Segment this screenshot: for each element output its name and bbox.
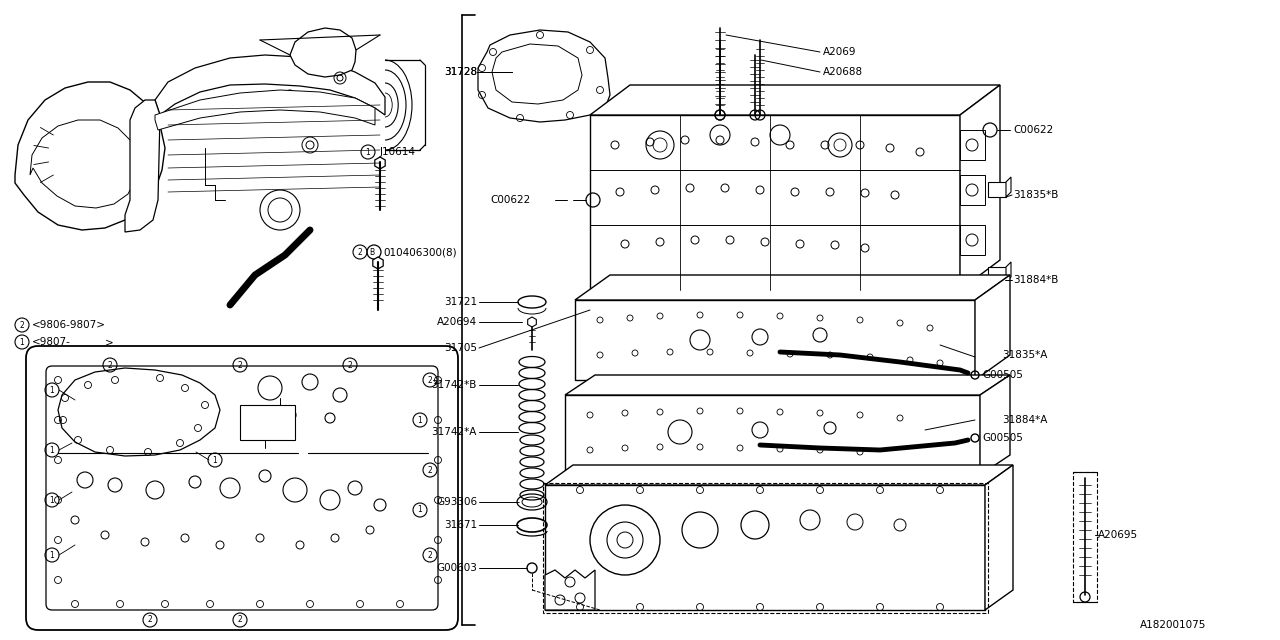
Text: 31884*B: 31884*B xyxy=(1012,275,1059,285)
Text: 31835*B: 31835*B xyxy=(1012,190,1059,200)
Polygon shape xyxy=(545,485,986,610)
Text: 1: 1 xyxy=(50,445,54,454)
Text: G93306: G93306 xyxy=(436,497,477,507)
Text: 2: 2 xyxy=(147,616,152,625)
Polygon shape xyxy=(590,85,1000,115)
Polygon shape xyxy=(980,375,1010,475)
Text: 2: 2 xyxy=(428,465,433,474)
Text: 31884*A: 31884*A xyxy=(1002,415,1047,425)
Polygon shape xyxy=(29,120,138,208)
Polygon shape xyxy=(988,267,1006,282)
Bar xyxy=(1073,472,1097,602)
Polygon shape xyxy=(960,225,986,255)
Text: G00505: G00505 xyxy=(982,370,1023,380)
Polygon shape xyxy=(545,570,595,610)
Text: 31742*B: 31742*B xyxy=(431,380,477,390)
Text: 31728: 31728 xyxy=(444,67,477,77)
Polygon shape xyxy=(155,90,375,130)
Text: 31728: 31728 xyxy=(444,67,477,77)
Text: B: B xyxy=(370,248,375,257)
Text: 2: 2 xyxy=(238,360,242,369)
Text: >: > xyxy=(105,337,114,347)
Text: <9807-: <9807- xyxy=(32,337,70,347)
Polygon shape xyxy=(155,55,385,115)
Text: 2: 2 xyxy=(108,360,113,369)
Polygon shape xyxy=(492,44,582,104)
Text: C00622: C00622 xyxy=(490,195,530,205)
Text: 1: 1 xyxy=(50,385,54,394)
Polygon shape xyxy=(986,465,1012,610)
Polygon shape xyxy=(575,300,975,380)
Polygon shape xyxy=(564,395,980,475)
Text: 31671: 31671 xyxy=(444,520,477,530)
Polygon shape xyxy=(960,130,986,160)
Polygon shape xyxy=(975,275,1010,380)
Polygon shape xyxy=(575,275,1010,300)
Text: J10614: J10614 xyxy=(380,147,416,157)
Text: G00603: G00603 xyxy=(436,563,477,573)
Text: 010406300(8): 010406300(8) xyxy=(383,247,457,257)
Text: <9806-9807>: <9806-9807> xyxy=(32,320,106,330)
Polygon shape xyxy=(125,100,160,232)
Polygon shape xyxy=(58,368,220,456)
Bar xyxy=(241,405,294,440)
Polygon shape xyxy=(545,465,1012,485)
Text: A20688: A20688 xyxy=(823,67,863,77)
Polygon shape xyxy=(960,175,986,205)
Polygon shape xyxy=(1006,262,1011,282)
Polygon shape xyxy=(1006,177,1011,197)
Text: A20695: A20695 xyxy=(1098,530,1138,540)
Text: 1: 1 xyxy=(417,506,422,515)
Text: A20694: A20694 xyxy=(436,317,477,327)
Text: G00505: G00505 xyxy=(982,433,1023,443)
Text: 1: 1 xyxy=(19,337,24,346)
Text: 31835*A: 31835*A xyxy=(1002,350,1047,360)
Text: A2069: A2069 xyxy=(823,47,856,57)
Text: 2: 2 xyxy=(428,376,433,385)
Text: 2: 2 xyxy=(428,550,433,559)
Text: 2: 2 xyxy=(348,360,352,369)
FancyBboxPatch shape xyxy=(26,346,458,630)
Bar xyxy=(543,483,988,613)
FancyBboxPatch shape xyxy=(46,366,438,610)
Polygon shape xyxy=(960,85,1000,290)
Text: A182001075: A182001075 xyxy=(1140,620,1206,630)
Text: 31721: 31721 xyxy=(444,297,477,307)
Text: 1: 1 xyxy=(50,550,54,559)
Text: 2: 2 xyxy=(238,616,242,625)
Text: C00622: C00622 xyxy=(1012,125,1053,135)
Polygon shape xyxy=(291,28,356,77)
Polygon shape xyxy=(564,375,1010,395)
Text: 1: 1 xyxy=(417,415,422,424)
Text: 31742*A: 31742*A xyxy=(431,427,477,437)
Polygon shape xyxy=(988,182,1006,197)
Polygon shape xyxy=(477,30,611,122)
Polygon shape xyxy=(590,115,960,290)
Text: 1: 1 xyxy=(366,147,370,157)
Text: 1: 1 xyxy=(50,495,54,504)
Text: 31705: 31705 xyxy=(444,343,477,353)
Polygon shape xyxy=(15,82,165,230)
Text: 1: 1 xyxy=(212,456,218,465)
Text: 2: 2 xyxy=(357,248,362,257)
Text: 2: 2 xyxy=(19,321,24,330)
